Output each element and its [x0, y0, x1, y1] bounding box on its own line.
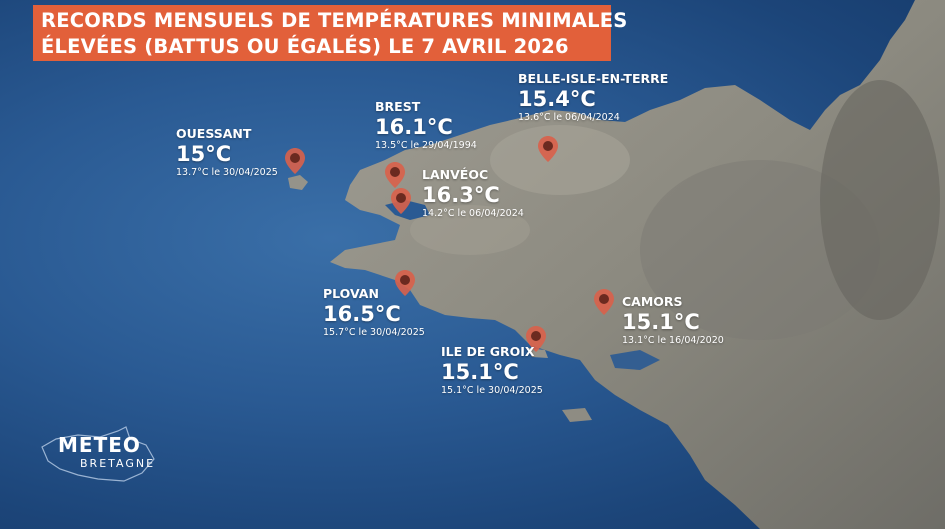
- station-camors: CAMORS 15.1°C 13.1°C le 16/04/2020: [622, 294, 724, 347]
- station-belle-isle-en-terre: BELLE-ISLE-EN-TERRE 15.4°C 13.6°C le 06/…: [518, 71, 668, 124]
- station-temp: 16.5°C: [323, 302, 401, 326]
- station-lanveoc: LANVÉOC 16.3°C 14.2°C le 06/04/2024: [422, 167, 524, 220]
- map-title: RECORDS MENSUELS DE TEMPÉRATURES MINIMAL…: [33, 5, 628, 61]
- map-pin-icon[interactable]: [285, 148, 305, 174]
- station-temp: 15.1°C: [441, 360, 519, 384]
- station-name: BREST: [375, 99, 421, 114]
- map-pin-icon[interactable]: [594, 289, 614, 315]
- station-temp: 16.1°C: [375, 115, 453, 139]
- station-temp: 16.3°C: [422, 183, 500, 207]
- map-pin-icon[interactable]: [385, 162, 405, 188]
- title-line-2: ÉLEVÉES (BATTUS OU ÉGALÉS) LE 7 AVRIL 20…: [41, 35, 569, 58]
- station-temp: 15.1°C: [622, 310, 700, 334]
- station-previous-record: 15.7°C le 30/04/2025: [323, 327, 425, 338]
- station-previous-record: 14.2°C le 06/04/2024: [422, 208, 524, 219]
- station-ouessant: OUESSANT 15°C 13.7°C le 30/04/2025: [176, 126, 278, 179]
- station-plovan: PLOVAN 16.5°C 15.7°C le 30/04/2025: [323, 286, 425, 339]
- station-ile-de-groix: ILE DE GROIX 15.1°C 15.1°C le 30/04/2025: [441, 344, 543, 397]
- station-name: OUESSANT: [176, 126, 252, 141]
- station-previous-record: 13.7°C le 30/04/2025: [176, 167, 278, 178]
- meteo-bretagne-logo: METEO BRETAGNE: [38, 425, 168, 485]
- belle-ile: [562, 408, 592, 422]
- map-pin-icon[interactable]: [538, 136, 558, 162]
- map-pin-icon[interactable]: [391, 188, 411, 214]
- groix-island: [528, 348, 548, 358]
- station-previous-record: 13.5°C le 29/04/1994: [375, 140, 477, 151]
- title-line-1: RECORDS MENSUELS DE TEMPÉRATURES MINIMAL…: [41, 9, 628, 32]
- station-temp: 15°C: [176, 142, 232, 166]
- station-brest: BREST 16.1°C 13.5°C le 29/04/1994: [375, 99, 477, 152]
- logo-line-1: METEO: [58, 433, 141, 457]
- station-previous-record: 13.6°C le 06/04/2024: [518, 112, 620, 123]
- station-previous-record: 15.1°C le 30/04/2025: [441, 385, 543, 396]
- station-previous-record: 13.1°C le 16/04/2020: [622, 335, 724, 346]
- mainland: [330, 0, 945, 529]
- station-temp: 15.4°C: [518, 87, 596, 111]
- map-pin-icon[interactable]: [395, 270, 415, 296]
- map-pin-icon[interactable]: [526, 326, 546, 352]
- station-name: CAMORS: [622, 294, 683, 309]
- brittany-outline-icon: [41, 426, 155, 482]
- station-name: LANVÉOC: [422, 167, 489, 182]
- ouessant-island: [288, 175, 308, 190]
- station-name: ILE DE GROIX: [441, 344, 535, 359]
- station-name: BELLE-ISLE-EN-TERRE: [518, 71, 669, 86]
- station-name: PLOVAN: [323, 286, 379, 301]
- logo-line-2: BRETAGNE: [80, 457, 156, 470]
